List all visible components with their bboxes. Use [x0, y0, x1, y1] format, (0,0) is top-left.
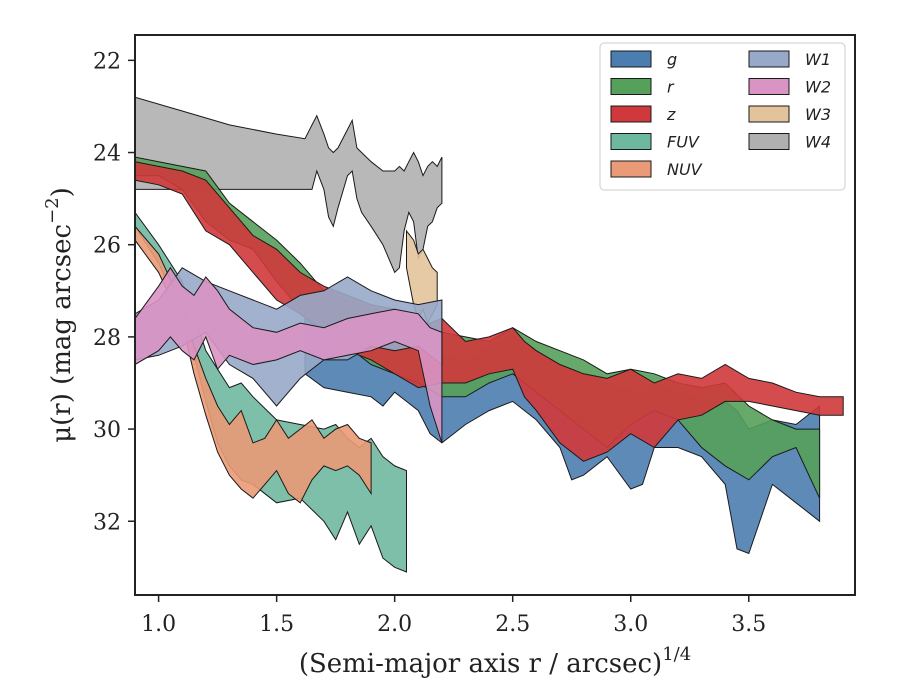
- x-tick-label: 1.0: [141, 612, 176, 637]
- y-tick-label: 28: [93, 326, 121, 351]
- legend-label-z: z: [666, 105, 676, 124]
- x-tick-label: 3.0: [613, 612, 648, 637]
- x-axis-title-superscript: 1/4: [662, 644, 691, 665]
- x-axis-title: (Semi-major axis r / arcsec)1/4: [299, 644, 691, 679]
- area-nuv: [135, 225, 372, 504]
- y-axis-title-superscript: −2: [42, 197, 63, 224]
- legend-swatch-z: [610, 105, 652, 123]
- series-areas: [135, 96, 844, 573]
- y-tick-label: 26: [93, 234, 121, 259]
- y-tick-label: 22: [93, 49, 121, 74]
- legend-swatch-w1: [748, 50, 790, 68]
- legend-label-w3: W3: [805, 105, 831, 124]
- y-tick-label: 24: [93, 142, 121, 167]
- axis-ticks: 1.0 1.5 2.0 2.5 3.0 3.5 22 24 26 28 30 32: [93, 49, 766, 637]
- legend-label-w2: W2: [805, 78, 831, 97]
- legend-swatch-nuv: [610, 160, 652, 178]
- x-tick-label: 2.5: [495, 612, 530, 637]
- plot-frame: [134, 34, 856, 596]
- legend-swatch-w2: [748, 78, 790, 95]
- area-w2: [135, 266, 443, 444]
- y-axis-title-close: ): [47, 187, 77, 197]
- legend-swatch-g: [610, 50, 652, 68]
- y-tick-label: 32: [93, 510, 121, 535]
- y-tick-label: 30: [93, 418, 121, 443]
- x-tick-label: 1.5: [259, 612, 294, 637]
- legend-swatch-w3: [748, 105, 790, 123]
- area-w4: [135, 96, 443, 274]
- legend: grz FUV NUV W1 W2 W3 W4: [599, 42, 846, 191]
- legend-label-g: g: [667, 50, 677, 69]
- x-tick-label: 2.0: [377, 612, 412, 637]
- legend-label-w4: W4: [805, 133, 831, 152]
- legend-label-r: r: [667, 78, 675, 97]
- legend-label-fuv: FUV: [667, 133, 700, 152]
- legend-swatch-fuv: [610, 133, 652, 150]
- legend-label-w1: W1: [805, 50, 831, 69]
- legend-swatch-w4: [748, 133, 790, 150]
- legend-label-nuv: NUV: [667, 160, 703, 179]
- x-tick-label: 3.5: [731, 612, 766, 637]
- y-axis-title: μ(r) (mag arcsec−2): [42, 187, 77, 443]
- legend-swatch-r: [610, 78, 652, 95]
